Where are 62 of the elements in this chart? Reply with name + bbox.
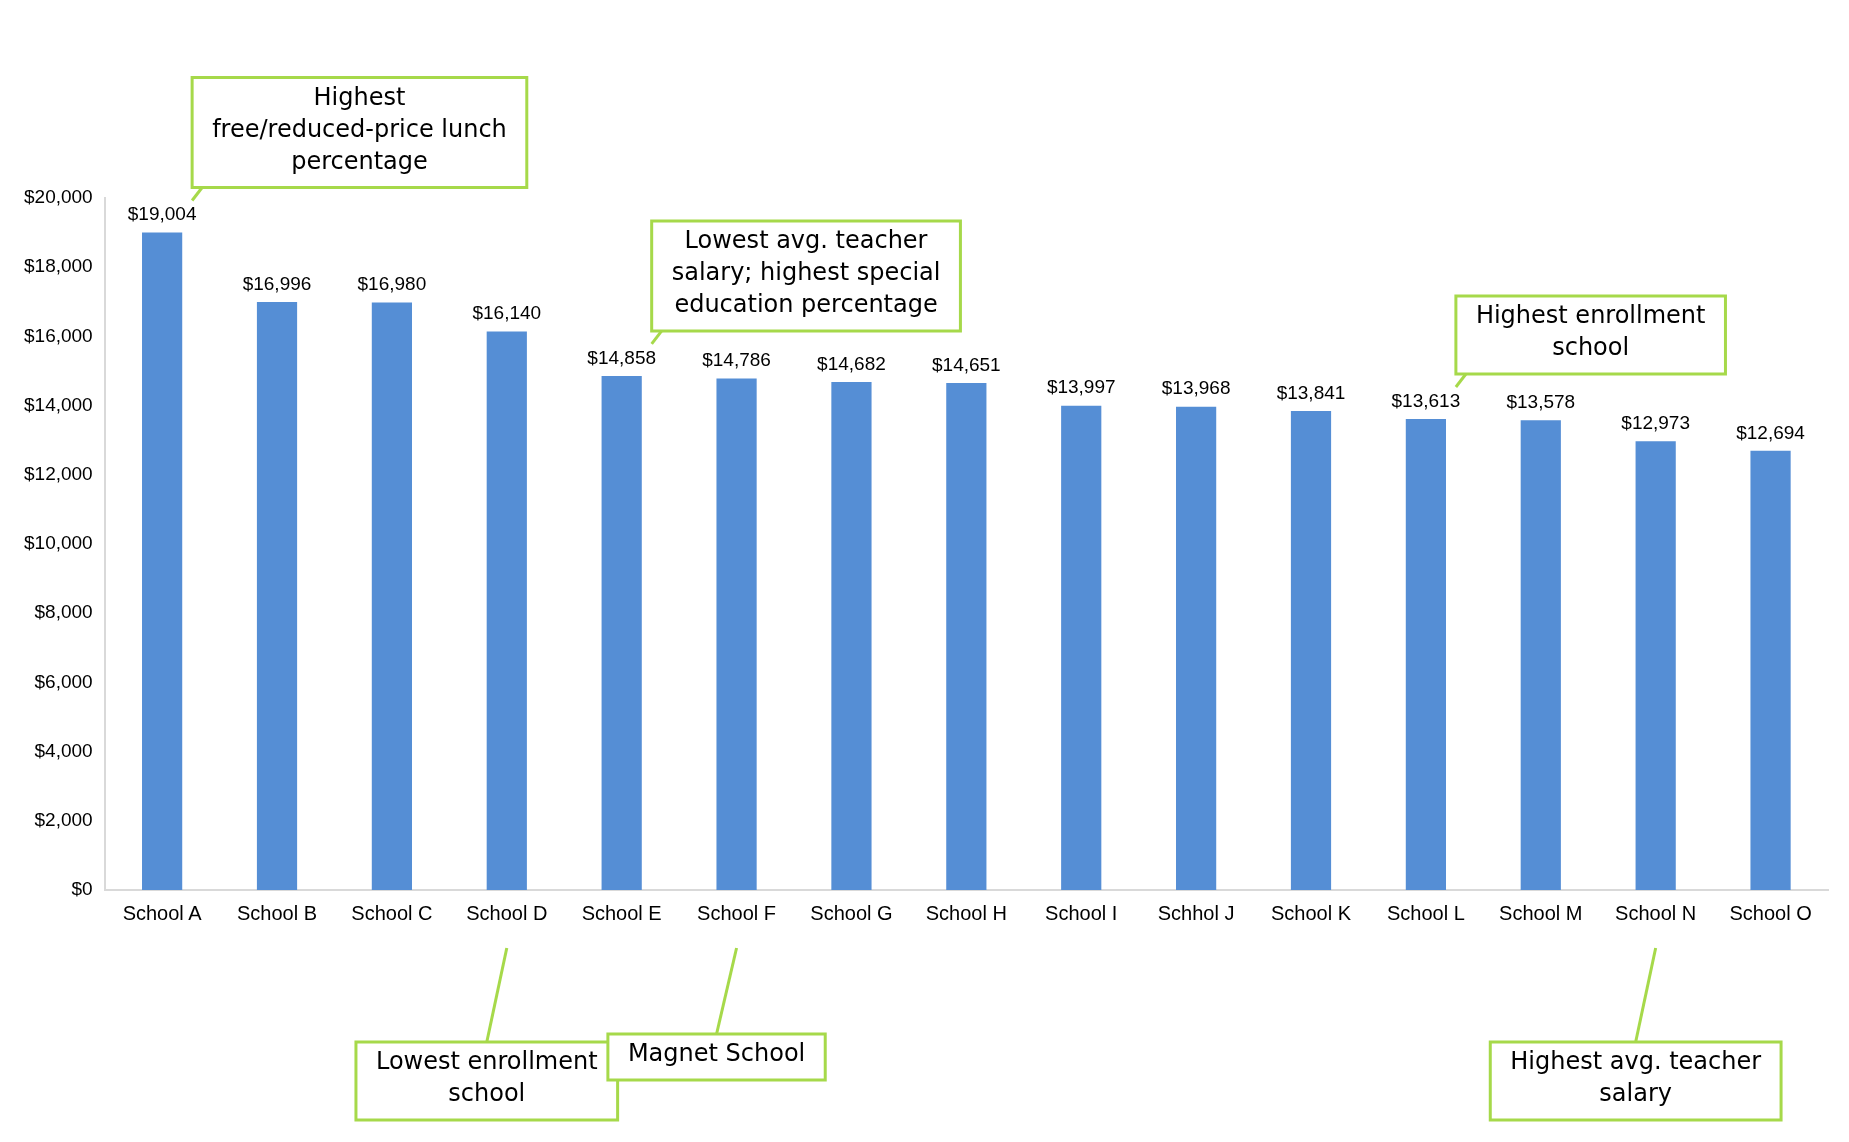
x-tick-label: Schhol J (1157, 901, 1235, 924)
data-label: $13,578 (1506, 390, 1576, 412)
data-label: $12,694 (1736, 421, 1806, 443)
x-tick-label: School I (1045, 901, 1118, 924)
x-tick-label: School C (351, 901, 433, 924)
data-label: $14,682 (817, 352, 886, 374)
data-label: $14,786 (702, 349, 771, 371)
bar (1405, 418, 1446, 890)
bar (831, 382, 872, 890)
annotation: Highest enrollment school (1475, 301, 1706, 362)
data-label: $13,613 (1391, 389, 1461, 411)
data-label: $19,004 (127, 203, 197, 225)
data-label: $13,841 (1276, 381, 1346, 403)
x-tick-label: School H (925, 901, 1007, 924)
x-tick-label: School E (581, 901, 662, 924)
bar (1290, 411, 1332, 890)
y-tick-label: $10,000 (23, 532, 93, 554)
x-tick-label: School K (1270, 901, 1352, 924)
x-tick-label: School O (1729, 901, 1812, 924)
bar (142, 232, 183, 890)
y-tick-label: $18,000 (23, 255, 93, 277)
x-tick-label: School M (1499, 901, 1583, 924)
data-label: $14,858 (587, 346, 657, 368)
x-tick-label: School B (236, 901, 318, 924)
data-label: $12,973 (1621, 411, 1691, 433)
bar (256, 301, 298, 890)
bar (1176, 406, 1217, 890)
data-label: $16,980 (357, 273, 427, 295)
data-label: $16,996 (242, 272, 312, 294)
x-tick-label: School F (697, 901, 777, 924)
bar (1635, 441, 1676, 890)
y-tick-label: $0 (71, 878, 93, 900)
y-tick-label: $20,000 (23, 186, 93, 208)
x-tick-label: School L (1386, 901, 1465, 924)
bar (716, 378, 757, 890)
y-tick-label: $4,000 (34, 739, 93, 761)
x-tick-label: School G (810, 901, 893, 924)
data-label: $16,140 (472, 302, 542, 324)
y-tick-label: $6,000 (34, 670, 93, 692)
bar (486, 331, 527, 890)
bar (1520, 420, 1561, 890)
text: Highest free/reduced-price lunch percentage (212, 82, 507, 175)
y-tick-label: $8,000 (34, 601, 93, 623)
bar (1061, 405, 1102, 890)
y-tick-label: $2,000 (34, 809, 93, 831)
data-label: $13,968 (1161, 377, 1231, 399)
x-tick-label: School N (1615, 901, 1697, 924)
x-tick-label: School D (466, 901, 548, 924)
bar (1750, 450, 1791, 890)
data-label: $14,651 (932, 353, 1001, 375)
bar (371, 302, 413, 890)
annotation: Highest avg. teacher salary (1510, 1047, 1762, 1108)
y-tick-label: $16,000 (23, 324, 93, 346)
y-tick-label: $14,000 (23, 393, 93, 415)
y-tick-label: $12,000 (23, 463, 93, 485)
annotation: Magnet School (627, 1039, 806, 1068)
x-tick-label: School A (122, 901, 203, 924)
annotation: Lowest enrollment school (375, 1047, 598, 1108)
annotation: Lowest avg. teacher salary; highest special education percentage (671, 226, 941, 319)
bar (946, 383, 987, 890)
data-label: $13,997 (1046, 376, 1116, 398)
bar (601, 375, 642, 890)
